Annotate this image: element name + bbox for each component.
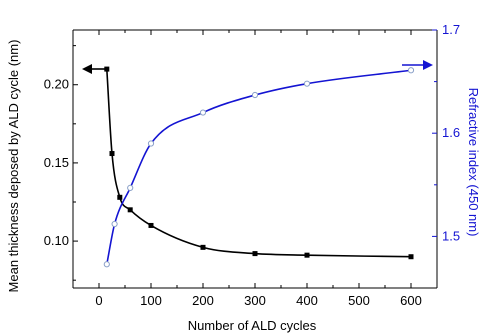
- data-point-circle: [251, 91, 259, 99]
- data-point-square: [252, 251, 258, 257]
- y-left-tick-label: 0.10: [44, 233, 69, 248]
- data-point-circle: [199, 109, 207, 116]
- x-tick-label: 500: [348, 293, 370, 308]
- x-tick-label: 300: [244, 293, 266, 308]
- x-tick-label: 600: [400, 293, 422, 308]
- data-point-circle: [407, 67, 415, 74]
- right-axis-arrow-head: [423, 60, 433, 70]
- data-point-circle: [103, 261, 110, 268]
- y-axis-right-title: Refractive index (450 nm): [466, 88, 481, 237]
- data-point-circle: [303, 80, 311, 87]
- data-point-square: [148, 222, 154, 228]
- data-point-square: [304, 252, 310, 258]
- axis-indicator-arrows: [82, 60, 433, 74]
- x-tick-label: 0: [95, 293, 102, 308]
- data-point-circle: [147, 140, 155, 147]
- series-line-right: [106, 69, 412, 265]
- y-axis-right: 1.5 1.6 1.7: [432, 22, 460, 243]
- x-tick-label: 100: [140, 293, 162, 308]
- series-line-left: [106, 69, 412, 258]
- y-left-tick-label: 0.20: [44, 77, 69, 92]
- data-point-square: [408, 254, 414, 260]
- x-axis: 0 100 200 300 400 500 600: [72, 30, 438, 308]
- series-left-axis: [104, 66, 414, 260]
- x-tick-label: 200: [192, 293, 214, 308]
- x-axis-title: Number of ALD cycles: [188, 318, 317, 333]
- data-point-square: [127, 207, 133, 213]
- series-right-axis: [103, 67, 415, 268]
- data-point-square: [117, 194, 123, 200]
- plot-frame: [72, 29, 438, 289]
- series-layer: [103, 66, 415, 268]
- data-point-square: [109, 151, 115, 157]
- left-axis-arrow-head: [82, 64, 92, 74]
- y-axis-left: 0.10 0.15 0.20: [44, 45, 78, 281]
- data-point-square: [200, 244, 206, 250]
- y-right-tick-label: 1.5: [442, 228, 460, 243]
- y-left-tick-label: 0.15: [44, 155, 69, 170]
- data-point-circle: [111, 220, 118, 228]
- data-point-circle: [127, 184, 134, 191]
- y-axis-left-title: Mean thickness deposed by ALD cycle (nm): [6, 40, 21, 293]
- x-tick-label: 400: [296, 293, 318, 308]
- data-point-square: [104, 66, 110, 72]
- y-right-tick-label: 1.7: [442, 22, 460, 37]
- y-right-tick-label: 1.6: [442, 125, 460, 140]
